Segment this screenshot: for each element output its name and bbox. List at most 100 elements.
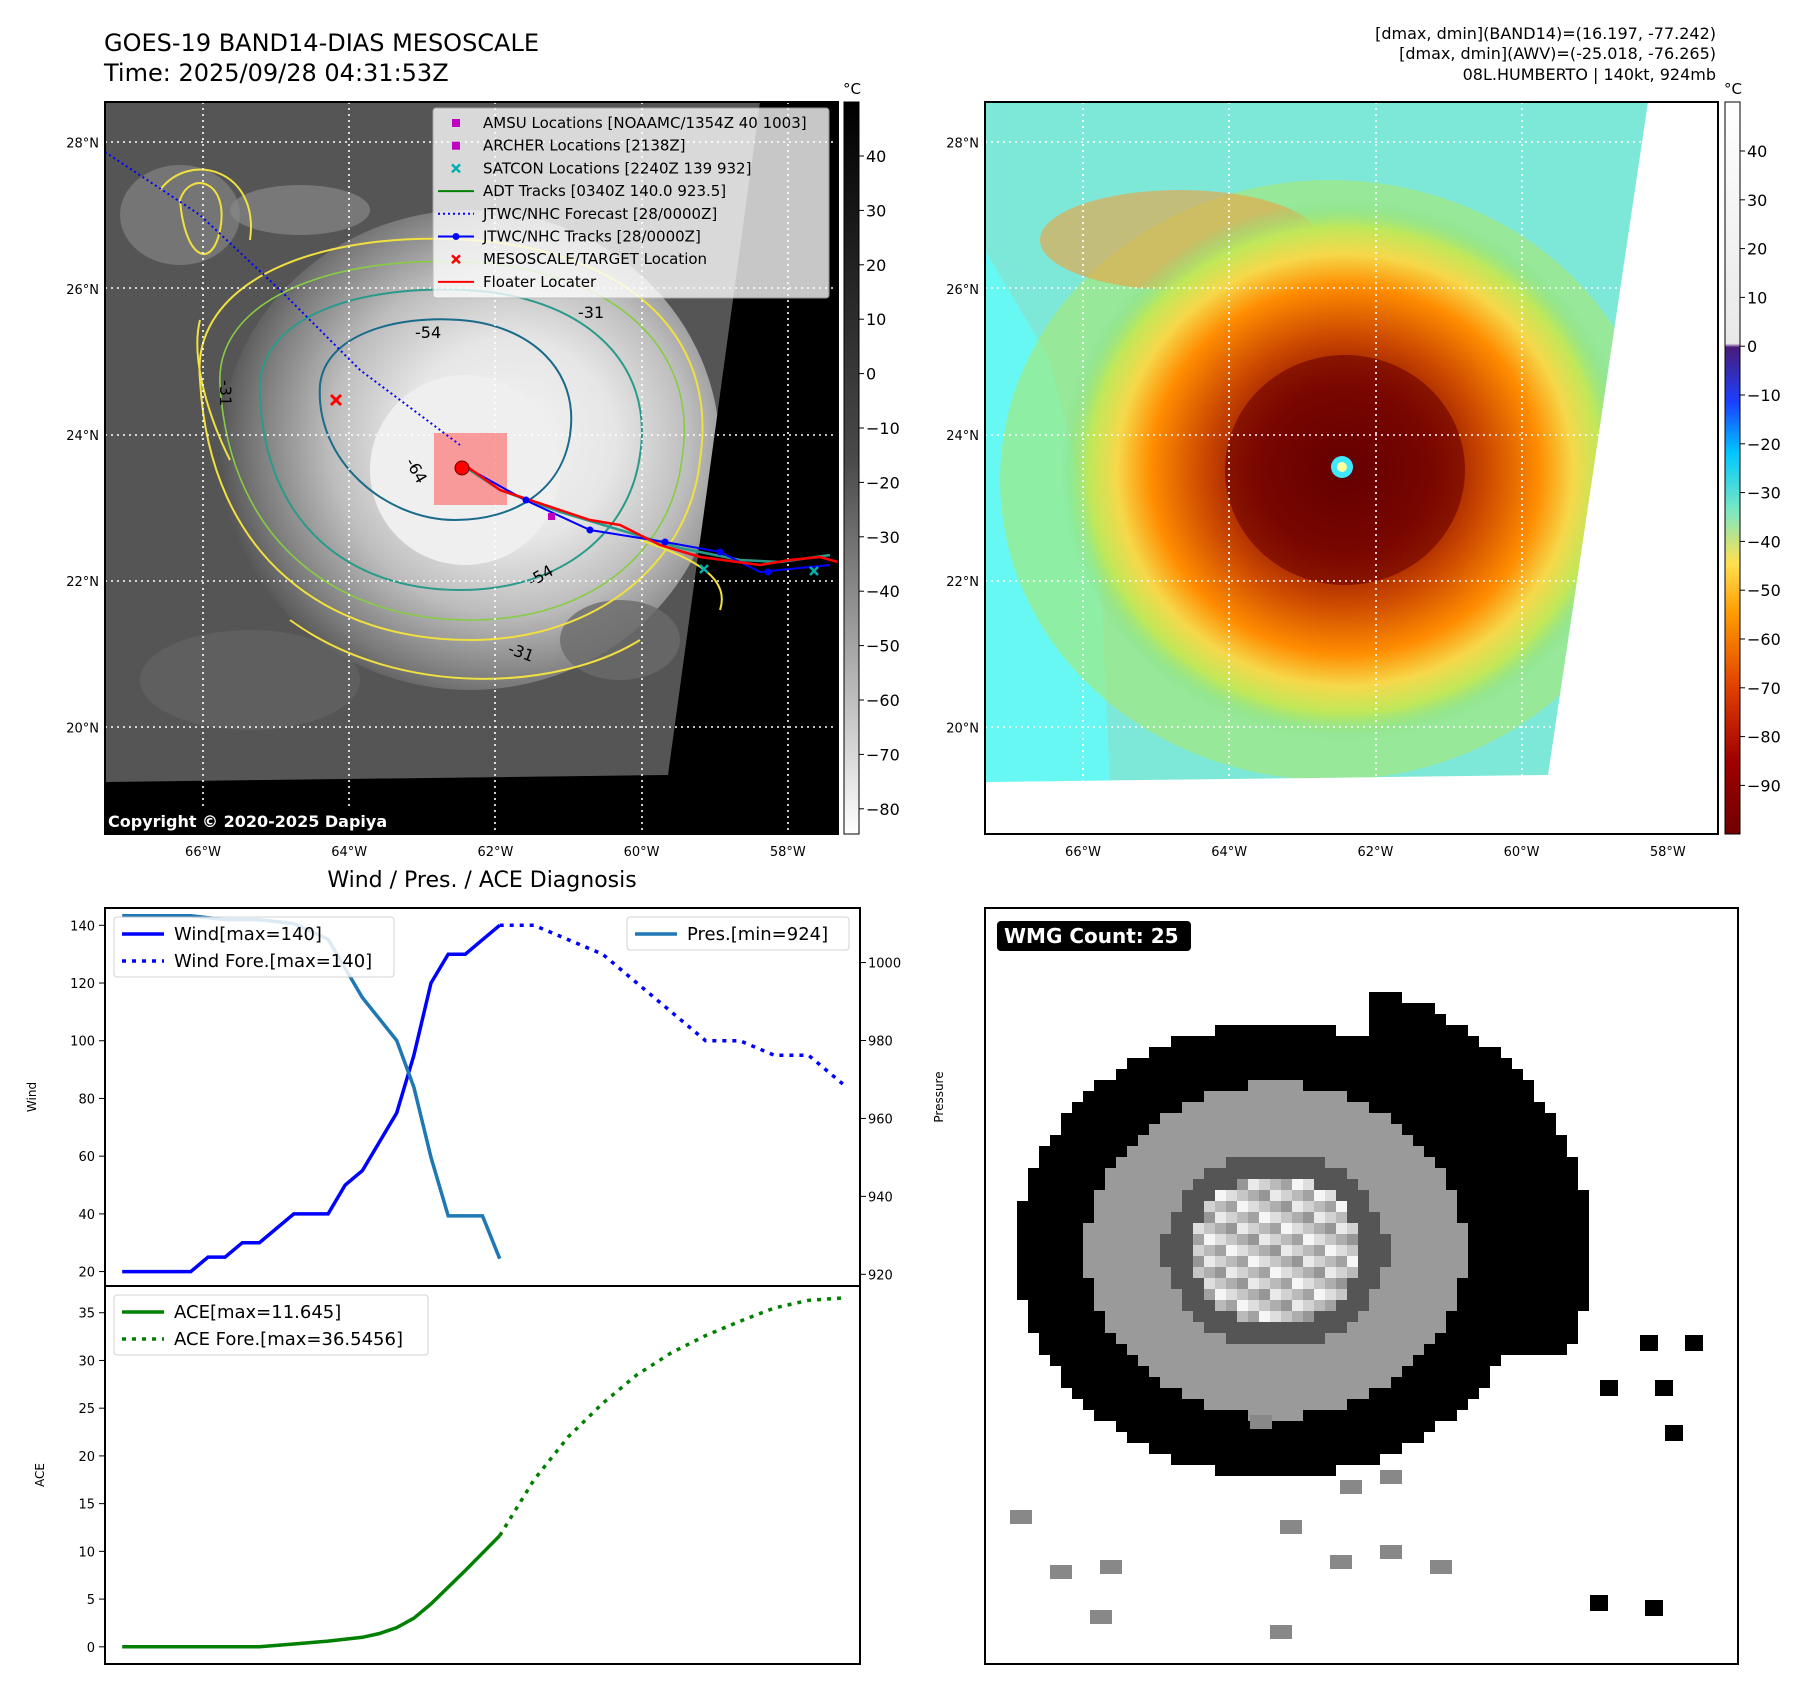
lat-tick-label: 26°N bbox=[946, 283, 979, 298]
wind-tick-label: 40 bbox=[78, 1208, 95, 1223]
contour-label: -31 bbox=[578, 303, 604, 322]
grayscale-colorbar: °C 40 30 20 10 0 −10 −20 −30 −40 −50 −60 −70 −80 bbox=[843, 80, 900, 835]
legend-marker-square bbox=[452, 141, 460, 150]
lon-tick-label: 64°W bbox=[1211, 845, 1247, 860]
chart-legend-label: Pres.[min=924] bbox=[687, 924, 828, 945]
lon-tick-label: 60°W bbox=[624, 845, 660, 860]
legend-marker-x bbox=[451, 163, 461, 174]
lat-tick-label: 24°N bbox=[946, 429, 979, 444]
pressure-tick-label: 980 bbox=[868, 1034, 893, 1049]
colorbar-tick-label: −70 bbox=[1747, 679, 1781, 698]
pressure-tick-label: 940 bbox=[868, 1190, 893, 1205]
colorbar-tick-label: −80 bbox=[1747, 728, 1781, 747]
lat-tick-label: 24°N bbox=[66, 429, 99, 444]
copyright-text: Copyright © 2020-2025 Dapiya bbox=[108, 812, 387, 831]
lat-tick-label: 22°N bbox=[66, 575, 99, 590]
lat-tick-label: 22°N bbox=[946, 575, 979, 590]
wind-tick-label: 140 bbox=[70, 919, 95, 934]
wmg-count-badge bbox=[997, 921, 1191, 951]
ace-tick-label: 30 bbox=[78, 1354, 95, 1369]
pressure-tick-label: 920 bbox=[868, 1268, 893, 1283]
colorbar-tick-label: −40 bbox=[866, 582, 900, 601]
lat-tick-label: 20°N bbox=[946, 721, 979, 736]
forecast-track bbox=[105, 151, 461, 446]
wind-tick-label: 60 bbox=[78, 1150, 95, 1165]
lon-tick-label: 58°W bbox=[1650, 845, 1686, 860]
colorbar-tick-label: 40 bbox=[866, 147, 886, 166]
contour-label: -54 bbox=[415, 323, 441, 342]
pressure-tick-label: 1000 bbox=[868, 957, 901, 972]
wmg-pixel-field bbox=[1010, 992, 1703, 1639]
colorbar-tick-label: 30 bbox=[1747, 191, 1767, 210]
color-colorbar: °C 40 30 20 10 0 −10 −20 −30 −40 −50 −60 −70 −80 −90 bbox=[1724, 80, 1781, 835]
lon-tick-label: 60°W bbox=[1504, 845, 1540, 860]
colorbar-tick-label: −30 bbox=[866, 528, 900, 547]
awv-map-panel bbox=[985, 102, 1718, 834]
lon-tick-label: 58°W bbox=[770, 845, 806, 860]
legend-marker-x bbox=[451, 254, 461, 265]
figure-title: GOES-19 BAND14-DIAS MESOSCALE bbox=[104, 29, 539, 57]
map2-frame bbox=[984, 101, 1719, 835]
lat-tick-label: 28°N bbox=[946, 137, 979, 152]
ace-tick-label: 0 bbox=[87, 1641, 95, 1656]
colorbar-tick-label: 0 bbox=[1747, 337, 1757, 356]
lat-tick-label: 26°N bbox=[66, 283, 99, 298]
diagnosis-title: Wind / Pres. / ACE Diagnosis bbox=[327, 868, 636, 893]
colorbar-tick-label: −10 bbox=[866, 419, 900, 438]
lon-tick-label: 66°W bbox=[185, 845, 221, 860]
lon-tick-label: 62°W bbox=[477, 845, 513, 860]
legend-entry: JTWC/NHC Forecast [28/0000Z] bbox=[482, 205, 717, 223]
colorbar-unit: °C bbox=[1724, 80, 1742, 98]
colorbar-tick-label: 40 bbox=[1747, 142, 1767, 161]
colorbar-tick-label: −10 bbox=[1747, 386, 1781, 405]
colorbar-tick-label: 10 bbox=[866, 310, 886, 329]
map2-gridlines bbox=[985, 102, 1718, 834]
contour-minus64 bbox=[318, 318, 573, 522]
mesoscale-target-marker bbox=[329, 393, 343, 407]
floater-track bbox=[461, 461, 838, 567]
wind-tick-label: 20 bbox=[78, 1266, 95, 1281]
colorbar-tick-label: −40 bbox=[1747, 532, 1781, 551]
ace-forecast-series-line bbox=[498, 1296, 843, 1537]
contour-label: -31 bbox=[216, 380, 235, 406]
figure-time: Time: 2025/09/28 04:31:53Z bbox=[103, 59, 449, 87]
map1-frame bbox=[104, 101, 839, 835]
lat-tick-label: 28°N bbox=[66, 137, 99, 152]
colorbar-tick-label: 20 bbox=[1747, 240, 1767, 259]
colorbar-tick-label: −60 bbox=[866, 691, 900, 710]
lon-tick-label: 62°W bbox=[1357, 845, 1393, 860]
legend-entry: JTWC/NHC Tracks [28/0000Z] bbox=[482, 228, 701, 246]
wmg-count-text: WMG Count: 25 bbox=[1004, 924, 1179, 948]
colorbar-tick-label: −60 bbox=[1747, 630, 1781, 649]
contour-minus54 bbox=[258, 288, 643, 592]
colorbar-unit: °C bbox=[843, 80, 861, 98]
pressure-tick-label: 960 bbox=[868, 1112, 893, 1127]
ace-tick-label: 10 bbox=[78, 1545, 95, 1560]
chart-legend-label: Wind[max=140] bbox=[174, 924, 322, 945]
wind-series-line bbox=[122, 923, 501, 1274]
legend-entry: ARCHER Locations [2138Z] bbox=[483, 137, 686, 155]
legend-entry: AMSU Locations [NOAAMC/1354Z 40 1003] bbox=[483, 114, 807, 132]
ace-tick-label: 15 bbox=[78, 1498, 95, 1513]
ace-tick-label: 5 bbox=[87, 1593, 95, 1608]
chart-legend-label: ACE Fore.[max=36.5456] bbox=[174, 1329, 403, 1350]
legend-entry: Floater Locater bbox=[483, 273, 597, 291]
colorbar-tick-label: −50 bbox=[866, 637, 900, 656]
colorbar-tick-label: −50 bbox=[1747, 581, 1781, 600]
storm-center-marker bbox=[454, 460, 470, 476]
wind-tick-label: 100 bbox=[70, 1035, 95, 1050]
colorbar-tick-label: 0 bbox=[866, 365, 876, 384]
chart-legend-box bbox=[626, 916, 850, 951]
contour-lines bbox=[159, 168, 723, 680]
lon-tick-label: 64°W bbox=[331, 845, 367, 860]
wind-tick-label: 80 bbox=[78, 1092, 95, 1107]
legend-marker-dot bbox=[452, 233, 460, 240]
pressure-axis-label: Pressure bbox=[932, 1071, 946, 1122]
chart-legend-box bbox=[113, 916, 395, 978]
chart-legend-box bbox=[113, 1294, 429, 1356]
colorbar-tick-label: −90 bbox=[1747, 776, 1781, 795]
lat-tick-label: 20°N bbox=[66, 721, 99, 736]
colorbar-tick-label: 20 bbox=[866, 256, 886, 275]
